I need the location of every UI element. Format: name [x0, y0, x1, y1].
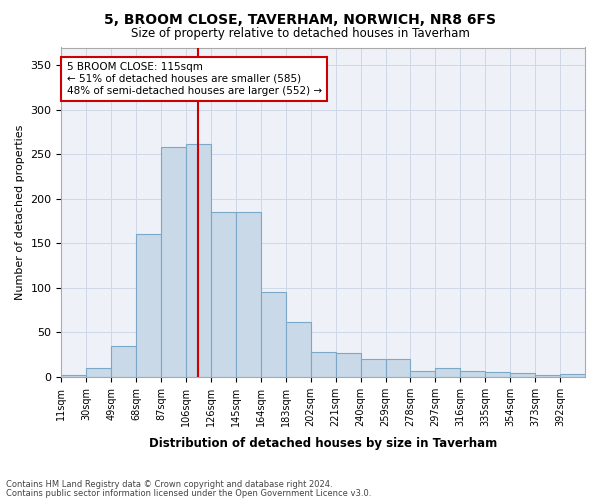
Bar: [361, 359, 386, 377]
Text: 5, BROOM CLOSE, TAVERHAM, NORWICH, NR8 6FS: 5, BROOM CLOSE, TAVERHAM, NORWICH, NR8 6…: [104, 12, 496, 26]
Bar: [485, 372, 510, 377]
Bar: [136, 234, 161, 377]
Bar: [286, 322, 311, 377]
Bar: [386, 359, 410, 377]
X-axis label: Distribution of detached houses by size in Taverham: Distribution of detached houses by size …: [149, 437, 497, 450]
Bar: [236, 212, 261, 377]
Y-axis label: Number of detached properties: Number of detached properties: [15, 124, 25, 300]
Bar: [436, 368, 460, 377]
Text: Size of property relative to detached houses in Taverham: Size of property relative to detached ho…: [131, 28, 469, 40]
Bar: [211, 212, 236, 377]
Bar: [61, 375, 86, 377]
Bar: [510, 373, 535, 377]
Bar: [86, 368, 111, 377]
Bar: [186, 144, 211, 377]
Bar: [410, 372, 436, 377]
Bar: [311, 352, 335, 377]
Bar: [111, 346, 136, 377]
Text: Contains HM Land Registry data © Crown copyright and database right 2024.: Contains HM Land Registry data © Crown c…: [6, 480, 332, 489]
Bar: [535, 375, 560, 377]
Bar: [335, 353, 361, 377]
Bar: [460, 370, 485, 377]
Bar: [161, 147, 186, 377]
Text: 5 BROOM CLOSE: 115sqm
← 51% of detached houses are smaller (585)
48% of semi-det: 5 BROOM CLOSE: 115sqm ← 51% of detached …: [67, 62, 322, 96]
Bar: [261, 292, 286, 377]
Text: Contains public sector information licensed under the Open Government Licence v3: Contains public sector information licen…: [6, 489, 371, 498]
Bar: [560, 374, 585, 377]
